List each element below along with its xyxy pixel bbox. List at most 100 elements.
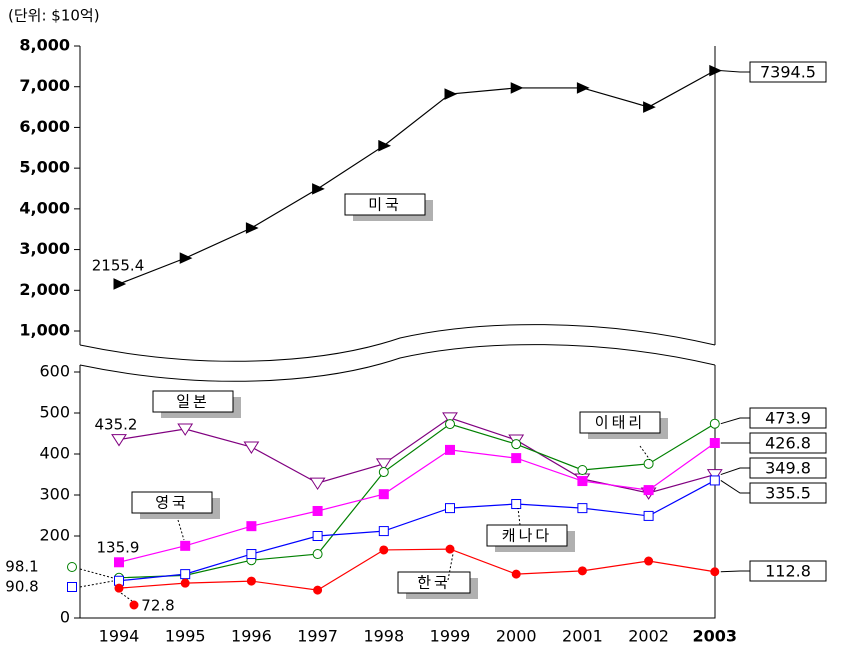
data-point	[379, 545, 389, 555]
data-point	[445, 444, 455, 455]
x-tick-label: 1998	[363, 627, 404, 646]
series-label: 캐나다	[502, 527, 552, 545]
y-tick-label: 300	[39, 485, 70, 504]
series-line	[118, 442, 716, 563]
data-point	[312, 505, 323, 516]
y-tick-label: 0	[60, 608, 70, 627]
upper-break	[79, 324, 716, 362]
unit-label: (단위: $10억)	[8, 7, 100, 25]
data-point	[706, 469, 723, 482]
callout-line	[720, 417, 750, 425]
value-label: 335.5	[765, 484, 811, 503]
lower-break	[79, 344, 716, 382]
value-label: 435.2	[95, 416, 138, 434]
data-point	[113, 278, 127, 290]
y-tick-label: 2,000	[19, 280, 70, 299]
data-point	[309, 477, 326, 491]
y-tick-label: 500	[39, 403, 70, 422]
y-tick-label: 4,000	[19, 198, 70, 217]
callout-box	[749, 560, 827, 582]
series-label-box	[486, 524, 568, 547]
leader-line	[177, 519, 185, 541]
data-point	[445, 419, 455, 430]
data-point	[179, 252, 193, 264]
x-tick-label: 1997	[297, 627, 338, 646]
data-point	[511, 569, 521, 579]
callout-box	[749, 61, 827, 83]
x-tick-label: 1995	[165, 627, 206, 646]
y-tick-label: 3,000	[19, 239, 70, 258]
x-tick-label: 2002	[628, 627, 669, 646]
callout-line	[720, 467, 750, 476]
data-point	[246, 521, 257, 532]
y-tick-label: 5,000	[19, 158, 70, 177]
data-point	[246, 576, 256, 586]
callout-line	[720, 480, 750, 494]
data-point	[111, 434, 127, 447]
series-line	[118, 479, 716, 582]
data-point	[709, 418, 720, 429]
series-label-box	[579, 411, 661, 434]
y-tick-label: 6,000	[19, 117, 70, 136]
leader-line	[639, 445, 651, 461]
value-label: 72.8	[141, 597, 174, 615]
data-point	[312, 549, 323, 560]
data-point	[312, 531, 323, 541]
y-tick-label: 1,000	[19, 321, 70, 340]
y-tick-label: 600	[39, 362, 70, 381]
data-point	[643, 510, 654, 521]
series-label: 영국	[155, 494, 189, 512]
data-point	[378, 139, 392, 152]
leader-line	[79, 568, 114, 579]
callout-line	[720, 570, 750, 573]
y-tick-label: 200	[39, 526, 70, 545]
data-point	[375, 458, 392, 471]
data-point	[511, 453, 522, 464]
x-tick-label: 1996	[231, 627, 272, 646]
x-tick-label: 2000	[496, 627, 537, 646]
x-tick-label: 2003	[693, 627, 738, 646]
data-point	[243, 441, 260, 454]
value-label: 90.8	[5, 578, 38, 596]
lower-frame	[79, 365, 716, 619]
callout-box	[749, 432, 827, 454]
callout-line	[720, 70, 750, 73]
series-line	[118, 70, 716, 285]
series-label: 한국	[417, 574, 451, 592]
data-point	[180, 578, 190, 588]
series-label-box	[152, 390, 234, 413]
data-point	[180, 540, 191, 551]
data-point	[643, 101, 656, 113]
data-point	[180, 569, 191, 580]
data-point	[177, 423, 194, 436]
data-point	[643, 485, 654, 496]
data-point	[445, 544, 455, 554]
callout-box	[749, 407, 827, 429]
upper-frame	[79, 46, 716, 345]
data-point	[378, 467, 389, 478]
data-point	[577, 566, 587, 576]
data-point	[576, 82, 590, 94]
data-point	[511, 499, 522, 510]
leader-line	[517, 507, 521, 526]
y-tick-label: 400	[39, 444, 70, 463]
series-line	[118, 423, 716, 579]
legend-marker	[67, 582, 77, 592]
callout-box	[749, 482, 827, 504]
series-label: 일본	[176, 393, 210, 411]
data-point	[710, 567, 720, 577]
x-tick-label: 1999	[430, 627, 471, 646]
data-point	[114, 583, 124, 593]
series-label: 이태리	[595, 414, 645, 432]
data-point	[442, 412, 458, 425]
value-label: 2155.4	[92, 257, 145, 275]
data-point	[312, 183, 325, 195]
value-label: 98.1	[5, 558, 38, 576]
value-label: 7394.5	[760, 63, 816, 82]
value-label: 473.9	[765, 409, 811, 428]
y-tick-label: 7,000	[19, 76, 70, 95]
y-tick-label: 8,000	[19, 36, 70, 55]
series-label-box	[344, 193, 426, 216]
data-point	[246, 549, 257, 560]
